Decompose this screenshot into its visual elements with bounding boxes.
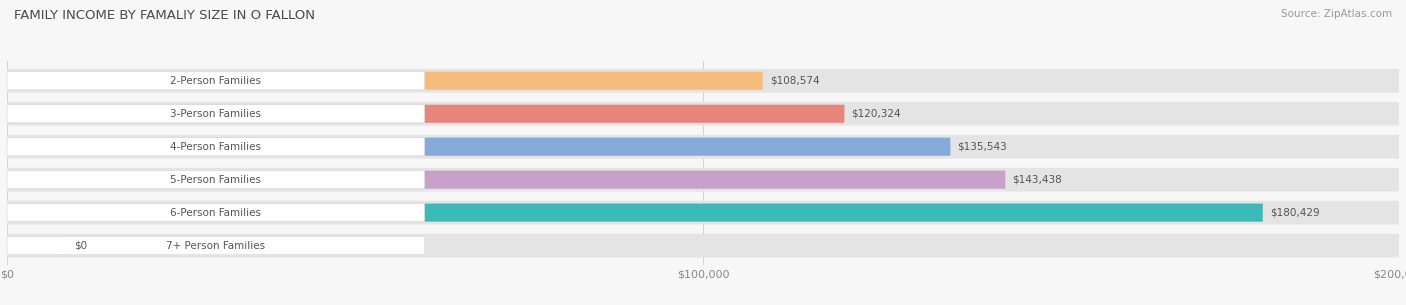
FancyBboxPatch shape bbox=[7, 138, 425, 156]
FancyBboxPatch shape bbox=[7, 105, 425, 123]
Text: 7+ Person Families: 7+ Person Families bbox=[166, 241, 266, 251]
Text: FAMILY INCOME BY FAMALIY SIZE IN O FALLON: FAMILY INCOME BY FAMALIY SIZE IN O FALLO… bbox=[14, 9, 315, 22]
Text: 3-Person Families: 3-Person Families bbox=[170, 109, 262, 119]
FancyBboxPatch shape bbox=[7, 69, 1399, 93]
Text: 4-Person Families: 4-Person Families bbox=[170, 142, 262, 152]
Text: Source: ZipAtlas.com: Source: ZipAtlas.com bbox=[1281, 9, 1392, 19]
FancyBboxPatch shape bbox=[7, 203, 425, 222]
Text: $120,324: $120,324 bbox=[852, 109, 901, 119]
FancyBboxPatch shape bbox=[7, 170, 425, 189]
Text: 5-Person Families: 5-Person Families bbox=[170, 175, 262, 185]
FancyBboxPatch shape bbox=[7, 135, 1399, 159]
FancyBboxPatch shape bbox=[7, 236, 425, 255]
FancyBboxPatch shape bbox=[7, 72, 762, 90]
Text: $180,429: $180,429 bbox=[1270, 208, 1319, 217]
Text: $135,543: $135,543 bbox=[957, 142, 1007, 152]
Text: $143,438: $143,438 bbox=[1012, 175, 1062, 185]
FancyBboxPatch shape bbox=[7, 234, 1399, 257]
FancyBboxPatch shape bbox=[7, 168, 1399, 192]
FancyBboxPatch shape bbox=[7, 102, 1399, 126]
Text: $0: $0 bbox=[75, 241, 87, 251]
Text: $108,574: $108,574 bbox=[769, 76, 820, 86]
FancyBboxPatch shape bbox=[7, 138, 950, 156]
FancyBboxPatch shape bbox=[7, 201, 1399, 224]
Text: 6-Person Families: 6-Person Families bbox=[170, 208, 262, 217]
FancyBboxPatch shape bbox=[7, 236, 63, 255]
FancyBboxPatch shape bbox=[7, 105, 845, 123]
FancyBboxPatch shape bbox=[7, 203, 1263, 222]
Text: 2-Person Families: 2-Person Families bbox=[170, 76, 262, 86]
FancyBboxPatch shape bbox=[7, 170, 1005, 189]
FancyBboxPatch shape bbox=[7, 72, 425, 90]
